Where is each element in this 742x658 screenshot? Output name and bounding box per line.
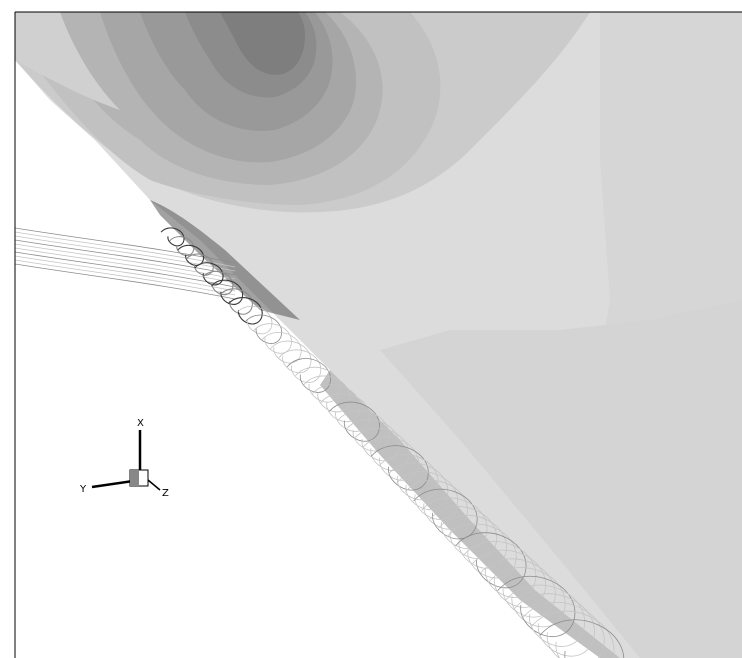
- streamline-loop: [396, 471, 459, 520]
- streamline-loop: [177, 244, 205, 266]
- streamline-loop: [404, 480, 468, 530]
- streamline-loop: [278, 349, 322, 383]
- streamline-streak: [14, 231, 236, 268]
- streamline-loop: [488, 567, 566, 628]
- y-axis-label: Y: [79, 484, 87, 495]
- viewport-frame: [14, 11, 742, 658]
- streamline-loop: [219, 288, 253, 315]
- streamline-streak: [14, 239, 236, 276]
- vortex-streamlines: [14, 227, 624, 658]
- streamline-streak: [14, 247, 236, 284]
- streamline-loop: [337, 410, 390, 452]
- streamline-loop: [539, 619, 624, 658]
- streamline-loop: [505, 584, 585, 647]
- streamline-streak: [14, 227, 236, 264]
- streamline-loop: [185, 253, 214, 276]
- streamline-loop: [227, 297, 263, 325]
- streamline-loop: [480, 558, 556, 618]
- streamline-loop: [413, 488, 478, 540]
- streamline-streak: [14, 255, 236, 292]
- streamline-streak: [14, 259, 236, 296]
- surface-contour: [15, 12, 742, 658]
- streamline-loop: [295, 366, 341, 403]
- streamline-loop: [362, 436, 419, 481]
- contour-band-core: [220, 12, 305, 75]
- x-axis-label: X: [137, 418, 144, 429]
- streamline-loop: [471, 549, 546, 608]
- streamline-loop: [497, 575, 576, 637]
- streamline-loop: [455, 532, 527, 589]
- streamline-streak: [14, 263, 236, 300]
- contour-band-lower-right: [380, 300, 742, 658]
- streamline-loop: [354, 427, 410, 471]
- streamline-loop: [202, 271, 234, 296]
- streamline-loop: [522, 601, 605, 658]
- streamline-loop: [168, 236, 195, 257]
- streamline-loop: [345, 419, 400, 462]
- streamline-loop: [328, 401, 380, 442]
- streamline-loop: [270, 340, 312, 374]
- streamline-loop: [253, 323, 292, 354]
- streamline-loop: [303, 375, 351, 413]
- streamline-loop: [244, 314, 283, 344]
- streamline-streak: [14, 235, 236, 272]
- streamline-loop: [236, 305, 273, 335]
- streamline-loop: [421, 497, 488, 550]
- streamline-loop: [513, 593, 595, 657]
- streamline-loop: [211, 279, 244, 305]
- streamline-loop: [160, 227, 185, 247]
- z-axis-line: [147, 479, 161, 491]
- z-axis-label: Z: [162, 488, 169, 499]
- streamline-loop: [261, 332, 302, 364]
- streamline-loop: [530, 610, 615, 658]
- streamline-loop: [446, 523, 517, 579]
- streamline-loop: [429, 506, 498, 559]
- lower-edge-shading: [320, 370, 620, 658]
- streamline-loop: [379, 454, 439, 501]
- leading-edge-dark-strip: [150, 200, 300, 320]
- streamline-loop: [320, 392, 371, 432]
- streamline-loop: [312, 384, 361, 422]
- streamline-loop: [438, 514, 507, 569]
- contour-band-left-edge: [15, 12, 120, 110]
- triad-cube-shade: [130, 470, 139, 486]
- streamline-loop: [387, 462, 449, 511]
- axis-triad: X Y Z: [79, 418, 169, 499]
